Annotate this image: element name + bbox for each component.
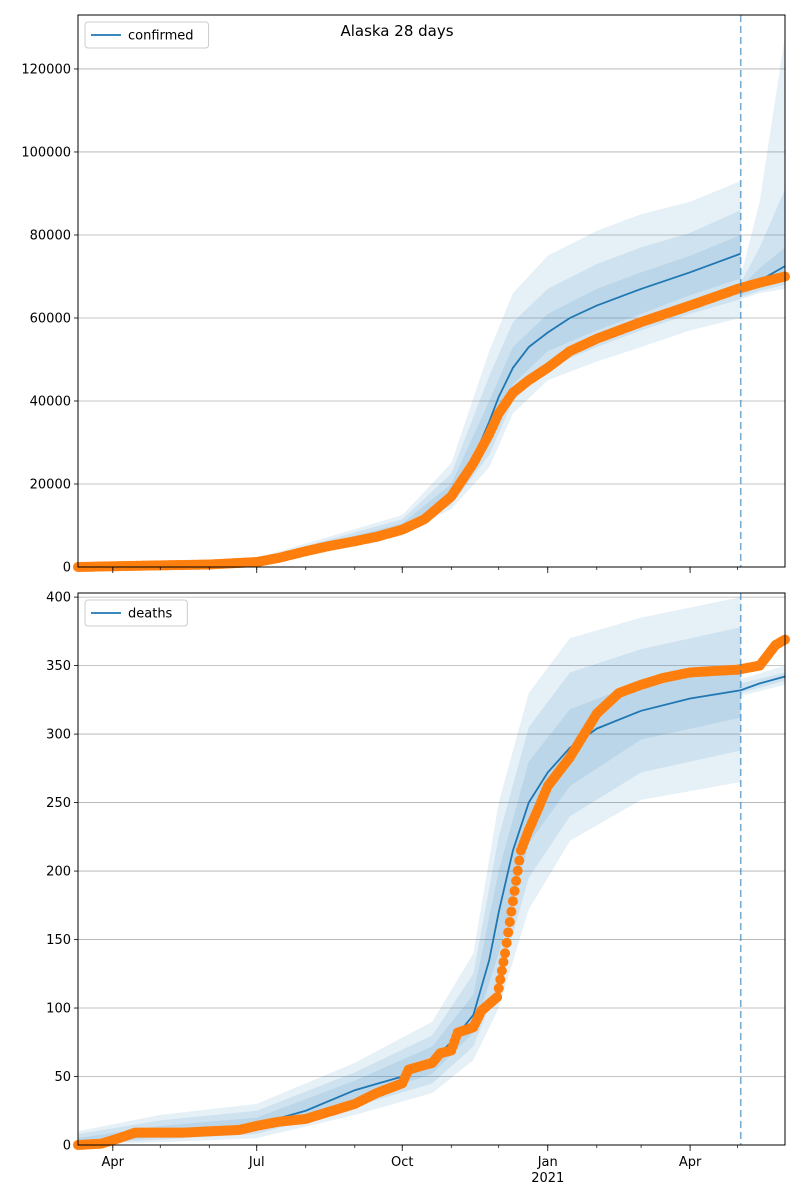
y-tick-label: 100000	[21, 145, 71, 160]
observed-point	[514, 855, 525, 866]
y-tick-label: 80000	[30, 228, 71, 243]
y-tick-label: 200	[46, 865, 71, 880]
observed-point	[498, 957, 509, 968]
y-tick-label: 120000	[21, 62, 71, 77]
x-tick-label: Apr	[679, 1155, 702, 1170]
y-tick-label: 20000	[30, 477, 71, 492]
confidence-band	[78, 665, 741, 1145]
y-tick-label: 40000	[30, 394, 71, 409]
legend: deaths	[84, 599, 188, 627]
y-tick-label: 350	[46, 659, 71, 674]
observed-point	[504, 917, 515, 928]
confidence-band	[78, 210, 741, 567]
forecast-band	[740, 35, 785, 300]
observed-point	[503, 927, 514, 938]
chart-title: Alaska 28 days	[340, 22, 453, 40]
observed-point	[512, 865, 523, 876]
y-tick-label: 60000	[30, 311, 71, 326]
deaths-panel: 0 50 100 150 200 250 300 350 400 Apr Jul Oct Jan2021…	[46, 591, 790, 1186]
y-tick-label: 0	[63, 561, 71, 576]
y-tick-label: 400	[46, 591, 71, 606]
forecast-band	[740, 189, 785, 298]
y-tick-label: 250	[46, 796, 71, 811]
confirmed-panel: 0 20000 40000 60000 80000 100000 120000 confirm…	[21, 14, 790, 576]
observed-point	[495, 974, 506, 985]
x-tick-sublabel: 2021	[531, 1171, 564, 1186]
x-tick-label: Jul	[248, 1155, 265, 1170]
observed-point	[511, 875, 522, 886]
axes-frame	[77, 14, 786, 568]
y-tick-label: 100	[46, 1002, 71, 1017]
observed-point	[493, 983, 504, 994]
forecast-band	[740, 665, 785, 696]
confidence-band	[78, 234, 741, 568]
legend-box	[84, 599, 188, 627]
legend-label: confirmed	[128, 29, 194, 44]
observed-point	[507, 896, 518, 907]
y-tick-label: 300	[46, 728, 71, 743]
x-tick-label: Apr	[102, 1155, 125, 1170]
observed-point	[509, 886, 520, 897]
observed-point	[501, 937, 512, 948]
x-tick-label: Jan	[537, 1155, 558, 1170]
observed-point	[492, 992, 503, 1003]
legend-box	[84, 21, 210, 49]
y-tick-label: 150	[46, 933, 71, 948]
x-tick-label: Oct	[391, 1155, 413, 1170]
observed-point	[500, 948, 511, 959]
legend-label: deaths	[128, 607, 173, 622]
confidence-band	[78, 181, 741, 567]
observed-point	[496, 965, 507, 976]
y-tick-label: 50	[54, 1070, 71, 1085]
legend: confirmed	[84, 21, 210, 49]
axes-frame	[77, 592, 786, 1146]
observed-point	[506, 906, 517, 917]
confidence-band	[78, 597, 741, 1145]
y-tick-label: 0	[63, 1139, 71, 1154]
